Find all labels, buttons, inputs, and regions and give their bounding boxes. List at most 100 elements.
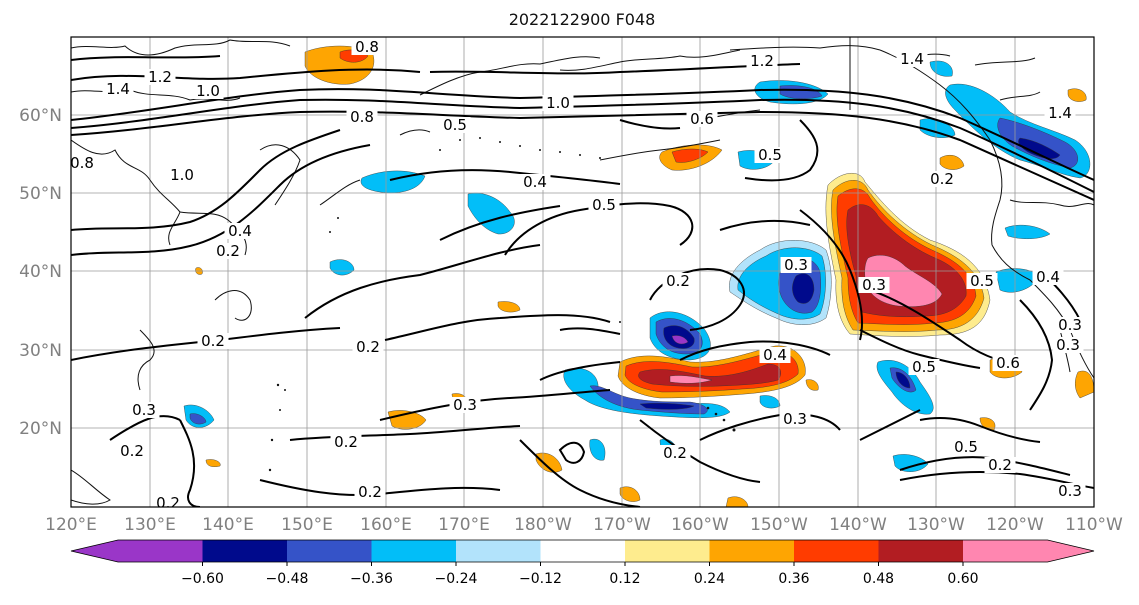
shade-negative-subtrop-dark xyxy=(639,402,695,410)
contour-label: 0.4 xyxy=(1036,268,1060,286)
contour-label-background xyxy=(144,69,176,85)
contour-label-background xyxy=(780,257,812,273)
lon-label-160e: 160°E xyxy=(360,515,412,535)
contour-label-background xyxy=(858,277,890,293)
contour-label-background xyxy=(1052,337,1084,353)
contour-label: 0.3 xyxy=(1058,316,1082,334)
lat-label-40n: 40°N xyxy=(19,262,62,282)
contour-label: 0.2 xyxy=(201,332,225,350)
contour-label-background xyxy=(542,95,574,111)
contour-label: 0.8 xyxy=(350,108,374,126)
contour-label-background xyxy=(659,445,691,461)
contour-label-background xyxy=(330,434,362,450)
shade-positive-small-9 xyxy=(939,155,965,170)
colorbar-segment xyxy=(963,540,1094,562)
contour-label-background xyxy=(116,443,148,459)
colorbar-tick-label: −0.60 xyxy=(181,571,224,587)
contour-label-background xyxy=(992,355,1024,371)
contour-label: 1.0 xyxy=(546,94,570,112)
shade-positive-small-8 xyxy=(1075,370,1094,399)
colorbar-segment xyxy=(709,540,795,562)
colorbar-segment xyxy=(71,540,203,562)
lat-label-20n: 20°N xyxy=(19,419,62,439)
contour-label: 1.4 xyxy=(1048,104,1072,122)
shade-negative-east-dark xyxy=(792,273,815,304)
contour-label: 0.4 xyxy=(763,346,787,364)
contour-label-background xyxy=(152,495,184,507)
contour-label-background xyxy=(966,273,998,289)
contour-label: 0.3 xyxy=(453,396,477,414)
contour-label: 0.6 xyxy=(996,354,1020,372)
colorbar-tick-label: 0.12 xyxy=(609,571,640,587)
lat-label-60n: 60°N xyxy=(19,106,62,126)
shade-positive-small-5 xyxy=(725,496,749,507)
contour-label: 0.2 xyxy=(216,242,240,260)
lon-label-160w: 160°W xyxy=(671,515,729,535)
contour-label-background xyxy=(746,53,778,69)
lat-label-30n: 30°N xyxy=(19,341,62,361)
contour-label: 0.8 xyxy=(355,38,379,56)
colorbar-segment xyxy=(456,540,541,562)
colorbar-outline xyxy=(70,539,1095,563)
contour-label-background xyxy=(1044,105,1076,121)
contour-label: 0.5 xyxy=(592,196,616,214)
contour-label: 0.3 xyxy=(132,401,156,419)
contour-label: 0.3 xyxy=(784,256,808,274)
lon-label-110w: 110°W xyxy=(1065,515,1123,535)
contour-label-background xyxy=(519,174,551,190)
lon-label-170e: 170°E xyxy=(438,515,490,535)
lon-labels: 120°E 130°E 140°E 150°E 160°E 170°E 180°… xyxy=(45,515,1123,535)
colorbar-tick-label: −0.36 xyxy=(350,571,393,587)
lon-label-170w: 170°W xyxy=(593,515,651,535)
contour-label-background xyxy=(71,155,98,171)
shade-negative-small-8 xyxy=(589,438,606,461)
contour-label-background xyxy=(352,339,384,355)
lon-label-140w: 140°W xyxy=(829,515,887,535)
colorbar-segment xyxy=(878,540,964,562)
contour-label-background xyxy=(197,333,229,349)
contour-label: 0.4 xyxy=(228,222,252,240)
shade-negative-se-core xyxy=(895,371,911,389)
contour-label: 1.4 xyxy=(900,50,924,68)
contour-label: 0.5 xyxy=(954,438,978,456)
contour-label: 0.5 xyxy=(758,146,782,164)
map-title: 2022122900 F048 xyxy=(509,10,656,29)
contour-label: 1.0 xyxy=(170,166,194,184)
contour-label: 0.5 xyxy=(912,358,936,376)
shade-positive-small-10 xyxy=(1067,88,1087,102)
shade-positive-aleutian-red xyxy=(671,148,709,163)
lon-label-180w: 180°W xyxy=(514,515,572,535)
contour-label-background xyxy=(128,402,160,418)
contour-label: 0.2 xyxy=(356,338,380,356)
shade-positive-small-6 xyxy=(805,379,819,391)
contour-label: 0.2 xyxy=(334,433,358,451)
contour-label-background xyxy=(351,39,383,55)
contour-label: 0.2 xyxy=(988,456,1012,474)
contour-label: 0.4 xyxy=(523,173,547,191)
colorbar-segment xyxy=(794,540,879,562)
colorbar-tick-label: 0.36 xyxy=(778,571,809,587)
colorbar-tick-label: −0.48 xyxy=(266,571,309,587)
contour-label: 0.3 xyxy=(783,410,807,428)
contour-label: 0.2 xyxy=(930,170,954,188)
lon-label-130e: 130°E xyxy=(124,515,176,535)
contour-label-background xyxy=(102,81,134,97)
map-frame xyxy=(70,36,1095,508)
lon-label-150w: 150°W xyxy=(750,515,808,535)
contour-label-group: 1.4 1.2 1.0 0.8 1.4 1.2 1.0 0.8 0.5 1.0 … xyxy=(71,38,1086,507)
contour-label-background xyxy=(588,197,620,213)
contour-label: 0.2 xyxy=(663,444,687,462)
colorbar-tick-label: 0.48 xyxy=(863,571,894,587)
colorbar: −0.60 −0.48 −0.36 −0.24 −0.12 0.12 0.24 0.36 0.4… xyxy=(70,539,1095,587)
contour-label: 0.2 xyxy=(666,272,690,290)
colorbar-tick-label: −0.12 xyxy=(519,571,562,587)
colorbar-segment xyxy=(540,540,626,562)
contour-label-background xyxy=(896,51,928,67)
colorbar-tick-label: 0.24 xyxy=(694,571,725,587)
contour-label-background xyxy=(1032,269,1064,285)
shade-positive-small-14 xyxy=(979,417,996,431)
contour-label-background xyxy=(908,359,940,375)
contour-label-background xyxy=(926,171,958,187)
